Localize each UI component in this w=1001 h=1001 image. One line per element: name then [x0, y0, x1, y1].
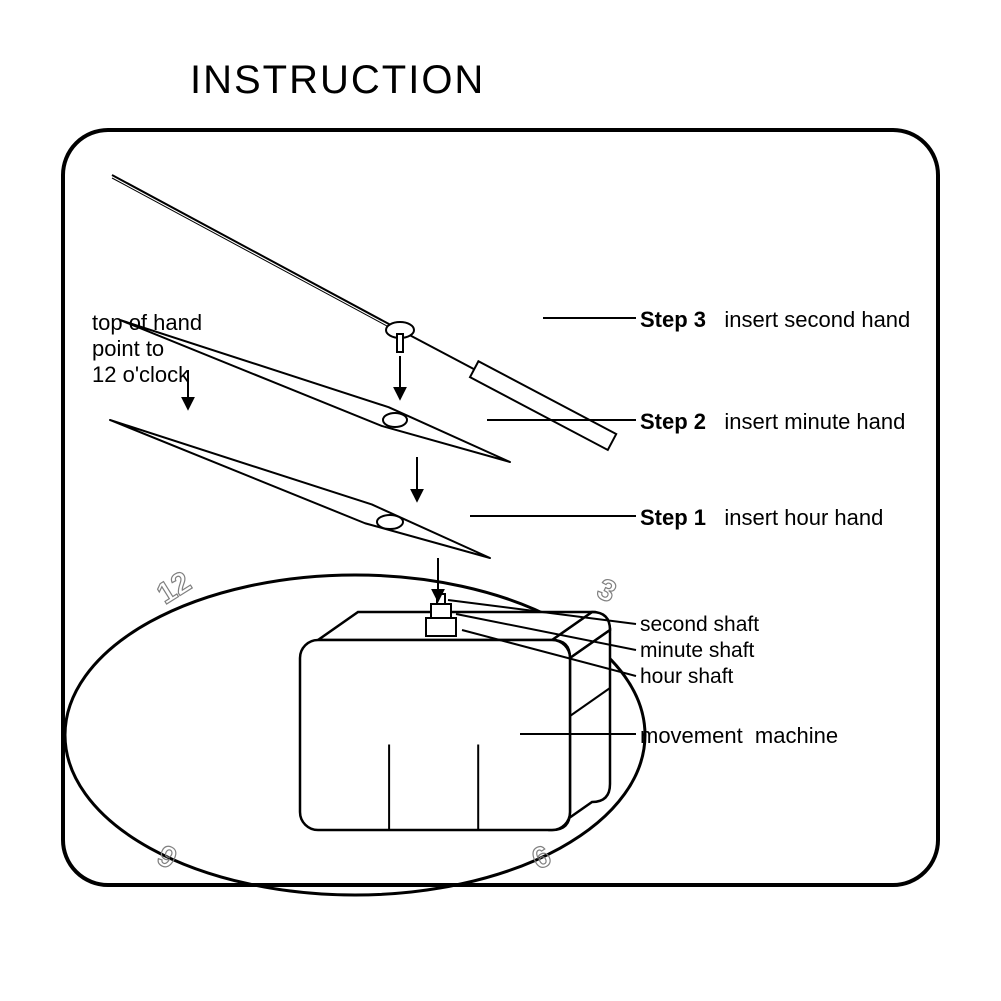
label-step-2: Step 2 insert minute hand — [640, 409, 905, 435]
step-bold: Step 2 — [640, 409, 706, 434]
step-bold: Step 3 — [640, 307, 706, 332]
svg-text:9: 9 — [152, 839, 182, 876]
svg-text:3: 3 — [592, 572, 621, 609]
step-bold: Step 1 — [640, 505, 706, 530]
diagram-stage: INSTRUCTION 12369 Step 3 insert second h… — [0, 0, 1001, 1001]
label-step-1: Step 1 insert hour hand — [640, 505, 883, 531]
step-text: insert second hand — [724, 307, 910, 332]
label-hand-note: top of hand point to 12 o'clock — [92, 310, 202, 388]
label-movement: movement machine — [640, 723, 838, 749]
step-text: insert hour hand — [724, 505, 883, 530]
label-second-shaft: second shaft — [640, 613, 759, 637]
diagram-svg: 12369 — [0, 0, 1001, 1001]
label-hour-shaft: hour shaft — [640, 665, 733, 689]
label-step-3: Step 3 insert second hand — [640, 307, 910, 333]
step-text: insert minute hand — [724, 409, 905, 434]
label-minute-shaft: minute shaft — [640, 639, 754, 663]
svg-text:6: 6 — [527, 839, 556, 876]
